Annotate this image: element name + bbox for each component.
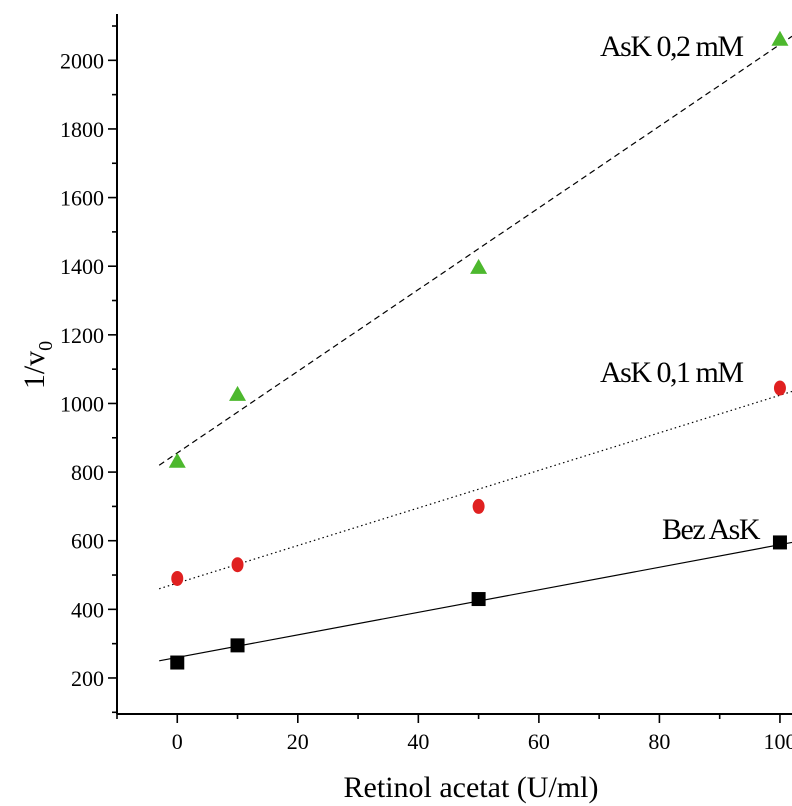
y-tick-label: 1600 [60,186,104,211]
marker-layer [168,30,789,670]
series-0-point [170,655,185,670]
axes [116,14,792,715]
trendline-layer [158,35,792,662]
series-label-layer: Bez AsK AsK 0,1 mM AsK 0,2 mM [600,30,762,546]
series-label-ask-0-2: AsK 0,2 mM [600,30,743,63]
series-1-trendline [159,390,792,590]
series-1-point [231,557,244,573]
series-0-point [230,638,245,653]
y-tick-label: 1200 [60,323,104,348]
series-2-trendline [158,35,792,466]
series-2-point [229,385,247,401]
x-tick-label: 40 [407,729,429,754]
series-1-point [472,498,485,514]
y-axis-title: 1/v0 [18,341,57,389]
y-axis-title-main: 1/v [18,351,51,389]
y-tick-label: 800 [71,460,104,485]
series-label-ask-0-1: AsK 0,1 mM [600,356,743,389]
series-1-point [171,570,184,586]
series-2-point [771,30,789,46]
series-2-point [470,258,488,274]
x-tick-label: 80 [648,729,670,754]
y-tick-label: 1800 [60,117,104,142]
tick-layer: 0 20 40 60 80 100 200 400 600 800 1000 1200 1400 1600… [60,25,792,754]
x-tick-label: 20 [287,729,309,754]
y-axis-title-subscript: 0 [35,341,57,351]
y-tick-label: 2000 [60,48,104,73]
series-label-bez-ask: Bez AsK [662,513,761,546]
y-tick-label: 400 [71,597,104,622]
x-tick-label: 60 [528,729,550,754]
series-1-point [773,380,786,396]
series-0-point [772,535,787,550]
series-0-point [471,592,486,607]
x-tick-label: 100 [763,729,792,754]
y-tick-label: 1000 [60,391,104,416]
y-tick-label: 1400 [60,254,104,279]
x-axis-title: Retinol acetat (U/ml) [344,771,599,804]
x-tick-label: 0 [172,729,183,754]
y-tick-label: 600 [71,529,104,554]
series-2-point [168,452,186,468]
y-tick-label: 200 [71,666,104,691]
